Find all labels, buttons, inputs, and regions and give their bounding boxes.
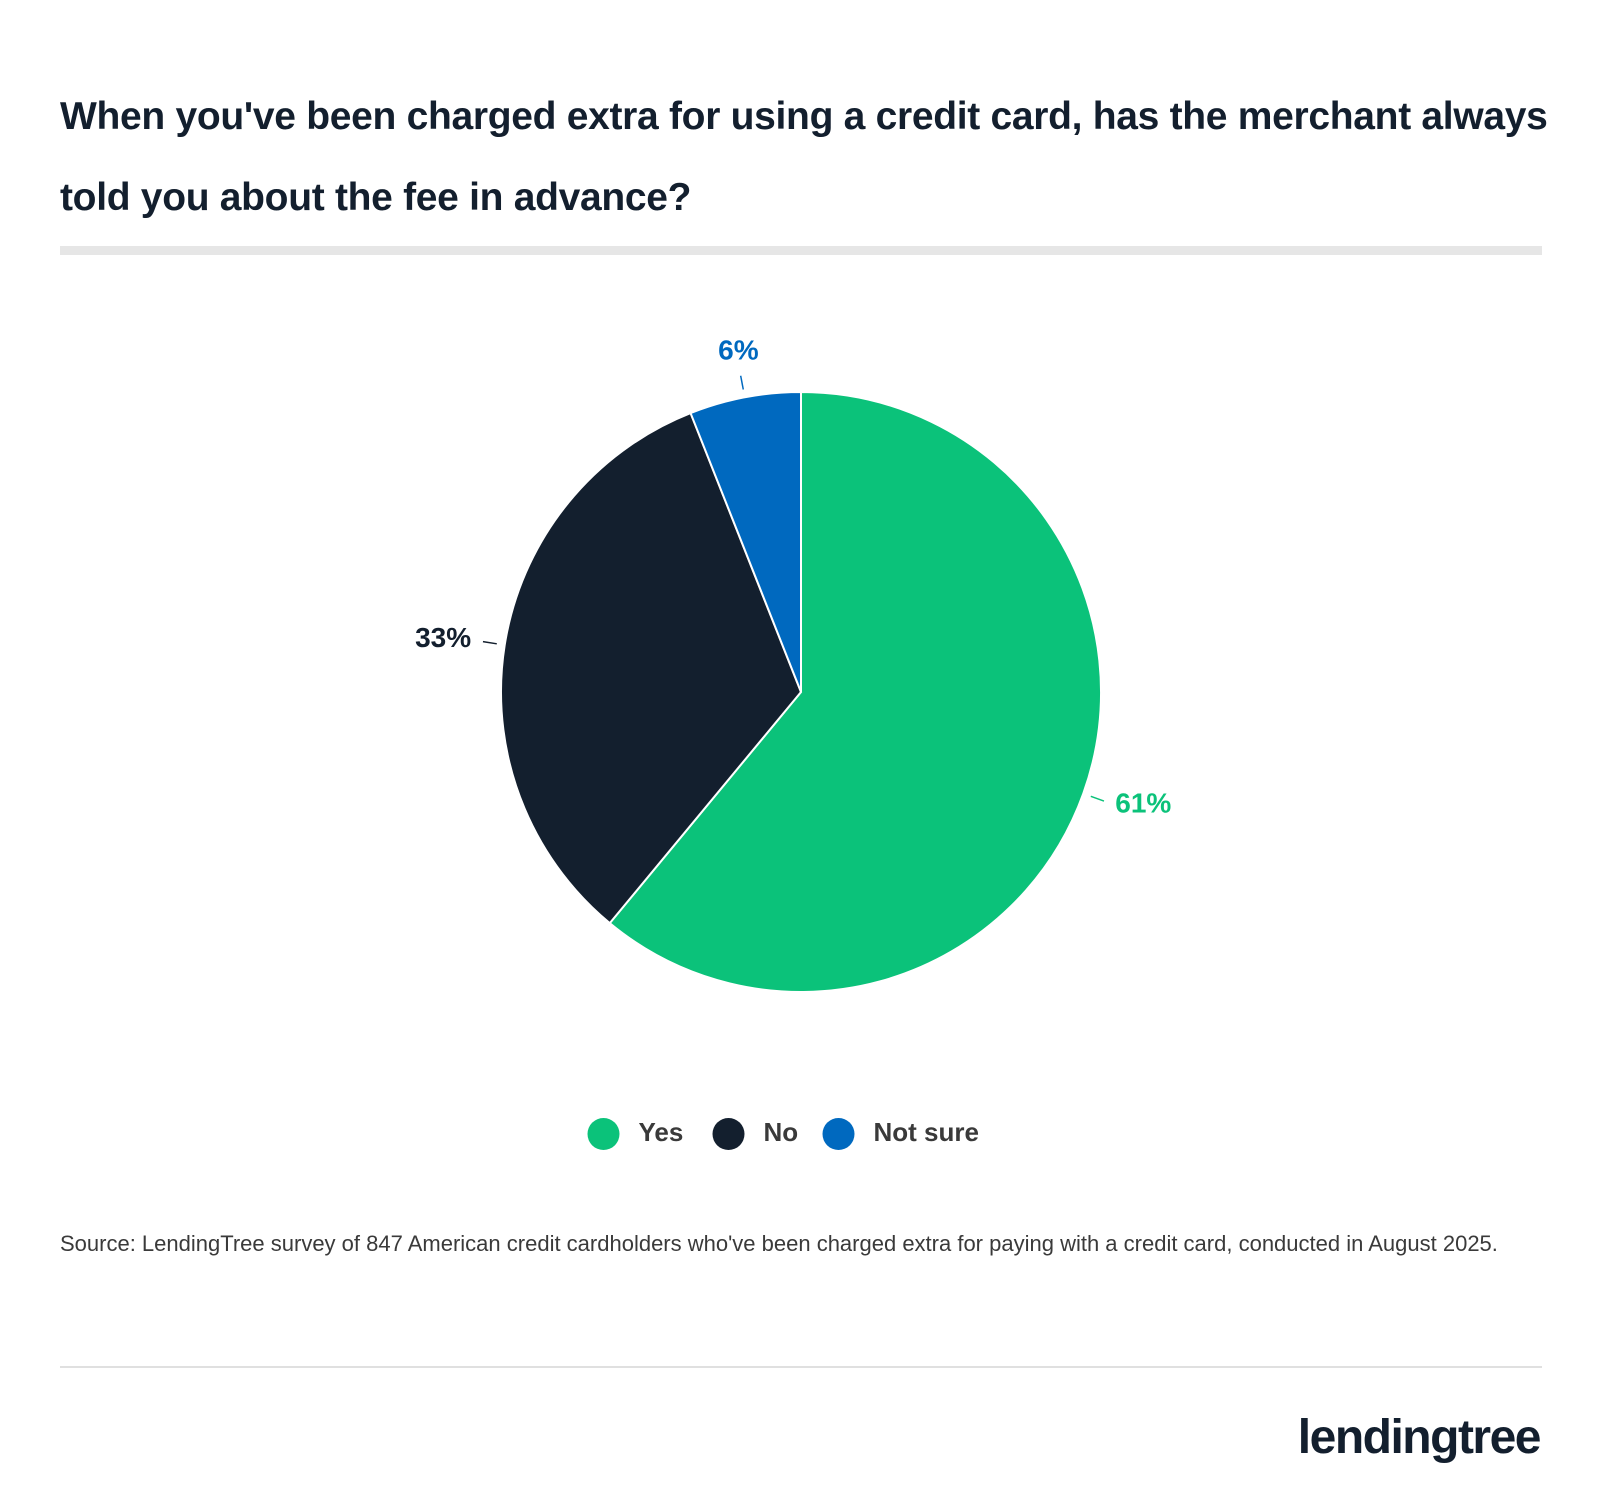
footer-rule	[60, 1366, 1542, 1368]
legend-swatch	[822, 1118, 855, 1150]
pie-slice	[689, 390, 802, 693]
title-rule	[60, 246, 1542, 255]
data-label: 61%	[1115, 788, 1171, 819]
pie-slice	[500, 411, 803, 925]
legend-label: Yes	[639, 1117, 684, 1147]
data-label: 6%	[718, 334, 759, 365]
source-note: Source: LendingTree survey of 847 Americ…	[60, 1231, 1498, 1256]
legend-label: Not sure	[874, 1117, 979, 1147]
label-leader	[1090, 795, 1105, 802]
label-leader	[482, 640, 497, 645]
logo: lendingtree	[1297, 1411, 1542, 1464]
legend-swatch	[712, 1118, 745, 1150]
legend-label: No	[764, 1117, 799, 1147]
chart: 61% 33% 6% Yes No Not sure	[415, 334, 1171, 1150]
label-leader	[739, 375, 745, 390]
legend-swatch	[587, 1118, 620, 1150]
data-label: 33%	[415, 622, 471, 653]
pie-slice	[608, 390, 1102, 993]
chart-title: When you've been charged extra for using…	[60, 95, 1548, 219]
